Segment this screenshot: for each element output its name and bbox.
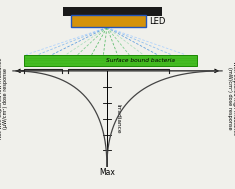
Bar <box>70 15 146 27</box>
Text: LED: LED <box>149 17 166 26</box>
Text: Well explored high irradiance
(mW/cm²) dose response: Well explored high irradiance (mW/cm²) d… <box>227 61 235 135</box>
Bar <box>24 55 197 66</box>
Text: Surface bound bacteria: Surface bound bacteria <box>106 58 176 63</box>
Text: Irradiance: Irradiance <box>115 104 120 133</box>
Text: 0: 0 <box>105 57 109 66</box>
Text: Not well explored low irradiance
(μW/cm²) dose response: Not well explored low irradiance (μW/cm²… <box>0 57 8 139</box>
Text: Max: Max <box>99 168 115 177</box>
Bar <box>63 7 162 16</box>
